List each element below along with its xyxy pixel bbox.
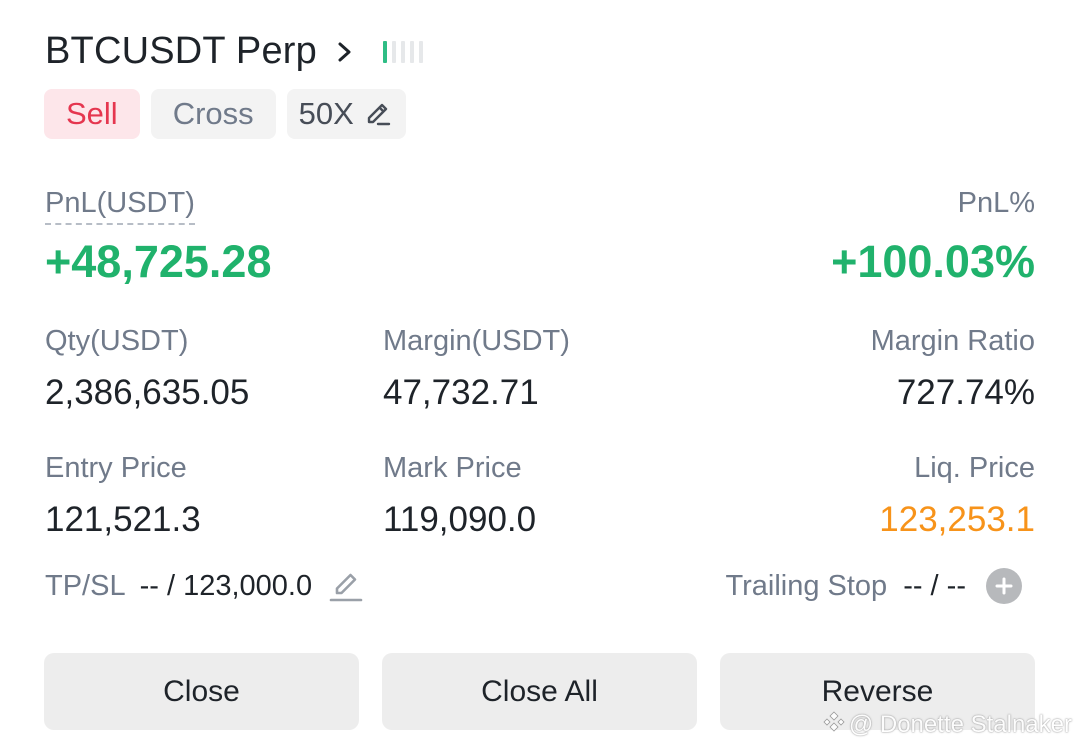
liq-price-value: 123,253.1 <box>879 500 1035 539</box>
entry-price-label: Entry Price <box>45 452 187 484</box>
signal-bar <box>418 40 423 63</box>
margin-ratio-label: Margin Ratio <box>870 325 1035 357</box>
watermark: @ Donette Stalnaker <box>823 710 1072 739</box>
symbol-title[interactable]: BTCUSDT Perp <box>45 30 317 72</box>
qty-value: 2,386,635.05 <box>45 373 250 412</box>
edit-tpsl-icon[interactable] <box>328 568 364 604</box>
liq-price-label: Liq. Price <box>914 452 1035 484</box>
leverage-button[interactable]: 50X <box>286 89 406 139</box>
close-all-button[interactable]: Close All <box>382 653 697 730</box>
trailing-stop-row: Trailing Stop -- / -- <box>725 568 1022 604</box>
pnl-label[interactable]: PnL(USDT) <box>45 187 195 225</box>
margin-mode-badge: Cross <box>150 89 276 139</box>
margin-value: 47,732.71 <box>383 373 539 412</box>
mark-price-value: 119,090.0 <box>383 500 537 539</box>
leverage-value: 50X <box>298 96 354 131</box>
signal-bar <box>409 40 414 63</box>
signal-bar <box>391 40 396 63</box>
close-button[interactable]: Close <box>44 653 359 730</box>
tpsl-value: -- / 123,000.0 <box>139 569 313 602</box>
margin-ratio-value: 727.74% <box>896 373 1035 412</box>
tpsl-label: TP/SL <box>45 569 126 602</box>
signal-bars-icon <box>382 39 423 65</box>
entry-price-value: 121,521.3 <box>45 500 201 539</box>
margin-label: Margin(USDT) <box>383 325 570 357</box>
pnl-value: +48,725.28 <box>45 236 272 287</box>
position-header[interactable]: BTCUSDT Perp <box>45 30 423 73</box>
pencil-icon <box>364 100 392 128</box>
mark-price-label: Mark Price <box>383 452 522 484</box>
position-tags: Sell Cross 50X <box>44 89 406 139</box>
binance-logo-icon <box>823 710 845 739</box>
signal-bar <box>400 40 405 63</box>
pnl-percent-label: PnL% <box>957 187 1035 219</box>
side-badge: Sell <box>44 89 140 139</box>
reverse-button[interactable]: Reverse <box>720 653 1035 730</box>
pnl-percent-value: +100.03% <box>831 236 1035 287</box>
signal-bar-active <box>382 40 387 63</box>
qty-label: Qty(USDT) <box>45 325 189 357</box>
trailing-stop-label: Trailing Stop <box>725 569 888 602</box>
chevron-right-icon[interactable] <box>337 40 353 64</box>
watermark-text: @ Donette Stalnaker <box>848 710 1072 738</box>
trailing-stop-value: -- / -- <box>903 569 966 602</box>
add-trailing-stop-icon[interactable] <box>986 568 1022 604</box>
tpsl-row: TP/SL -- / 123,000.0 <box>45 568 364 604</box>
